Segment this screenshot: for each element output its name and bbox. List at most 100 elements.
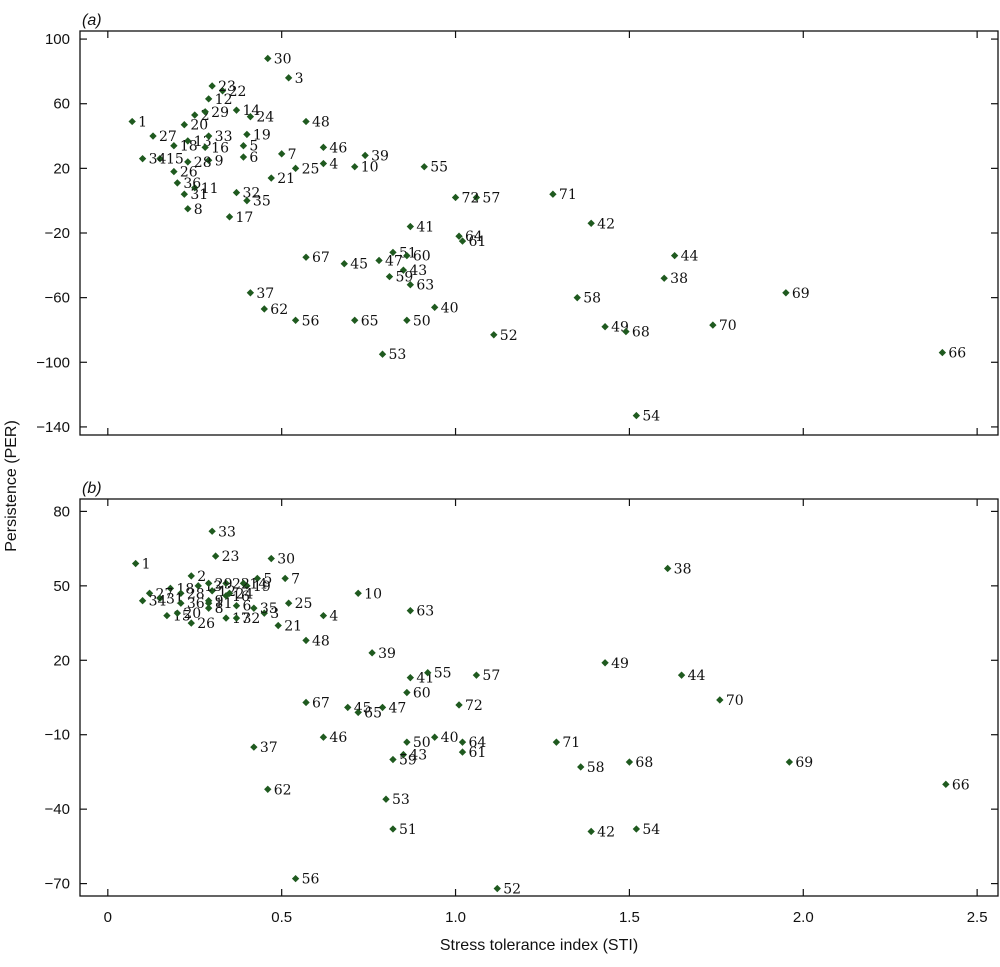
y-tick-label: −10	[45, 727, 70, 744]
point-marker-45	[340, 260, 348, 268]
point-marker-50	[403, 738, 411, 746]
point-marker-58	[573, 293, 581, 302]
point-label-64: 64	[465, 229, 483, 245]
point-marker-39	[368, 649, 376, 657]
point-label-52: 52	[500, 328, 518, 344]
point-label-72: 72	[462, 190, 480, 206]
point-marker-8	[184, 205, 192, 213]
point-label-27: 27	[159, 129, 177, 145]
point-label-40: 40	[441, 730, 459, 746]
point-marker-24	[246, 112, 255, 121]
point-label-71: 71	[559, 187, 577, 203]
point-marker-2	[187, 572, 195, 580]
point-label-4: 4	[329, 609, 338, 625]
y-tick-label: 80	[53, 503, 70, 520]
point-marker-50	[403, 316, 411, 324]
point-marker-32	[232, 188, 241, 197]
point-label-31: 31	[190, 187, 208, 203]
panel-label: (a)	[82, 12, 102, 29]
y-tick-label: −60	[45, 290, 70, 307]
y-tick-label: 20	[53, 160, 70, 177]
point-marker-72	[455, 701, 463, 709]
point-label-55: 55	[434, 666, 452, 682]
point-label-37: 37	[256, 286, 274, 302]
point-label-23: 23	[222, 549, 240, 565]
point-label-50: 50	[413, 313, 431, 329]
point-label-54: 54	[642, 409, 660, 425]
point-label-10: 10	[364, 586, 382, 602]
point-marker-26	[170, 167, 178, 176]
point-marker-70	[716, 696, 724, 704]
point-marker-57	[472, 671, 481, 679]
point-marker-25	[291, 164, 300, 173]
point-marker-16	[201, 143, 209, 152]
point-label-1: 1	[138, 114, 147, 130]
point-marker-11	[204, 599, 213, 607]
point-label-33: 33	[218, 524, 236, 540]
point-label-7: 7	[288, 147, 297, 163]
point-label-57: 57	[482, 668, 500, 684]
point-label-35: 35	[253, 194, 271, 210]
point-label-56: 56	[302, 313, 320, 329]
point-marker-3	[284, 74, 293, 82]
point-marker-29	[204, 579, 213, 588]
point-marker-5	[253, 574, 262, 583]
point-marker-51	[389, 825, 397, 833]
point-label-70: 70	[726, 693, 744, 709]
point-marker-30	[267, 554, 275, 563]
point-label-10: 10	[361, 160, 379, 176]
point-marker-4	[319, 159, 328, 168]
panel-label: (b)	[82, 480, 102, 497]
point-label-58: 58	[587, 760, 605, 776]
point-marker-49	[601, 323, 609, 331]
point-marker-19	[243, 582, 251, 590]
point-marker-55	[420, 163, 428, 171]
point-label-65: 65	[361, 313, 379, 329]
point-marker-68	[622, 327, 630, 336]
point-marker-53	[382, 795, 390, 803]
point-marker-45	[344, 703, 352, 712]
point-marker-3	[260, 609, 268, 617]
point-label-59: 59	[399, 753, 417, 769]
point-label-12: 12	[215, 92, 233, 108]
point-label-28: 28	[194, 155, 212, 171]
point-marker-41	[406, 222, 415, 231]
point-marker-5	[239, 142, 248, 150]
point-label-53: 53	[389, 347, 407, 363]
point-marker-64	[458, 738, 467, 746]
point-marker-70	[709, 321, 717, 329]
point-label-56: 56	[302, 872, 320, 888]
point-label-2: 2	[197, 569, 206, 585]
point-marker-62	[264, 785, 272, 793]
point-marker-18	[166, 584, 175, 593]
point-marker-44	[677, 671, 686, 679]
x-tick-label: 0.5	[271, 909, 292, 926]
y-tick-label: −140	[36, 419, 70, 436]
point-label-19: 19	[253, 579, 271, 595]
point-label-33: 33	[215, 129, 233, 145]
point-marker-62	[260, 305, 268, 313]
point-marker-60	[403, 688, 411, 697]
point-marker-58	[577, 763, 585, 771]
point-label-22: 22	[229, 84, 247, 100]
point-label-6: 6	[249, 150, 258, 166]
point-marker-59	[385, 272, 394, 281]
point-marker-27	[149, 132, 157, 140]
point-marker-40	[431, 733, 439, 741]
point-label-58: 58	[583, 291, 601, 307]
point-marker-44	[670, 251, 679, 260]
point-label-21: 21	[284, 619, 302, 635]
point-marker-47	[375, 256, 383, 265]
point-marker-7	[281, 574, 289, 583]
point-marker-38	[663, 564, 672, 573]
point-label-48: 48	[312, 633, 330, 649]
y-tick-label: −40	[45, 801, 70, 818]
point-marker-42	[587, 219, 595, 227]
point-label-34: 34	[149, 594, 167, 610]
point-marker-63	[406, 281, 415, 289]
point-label-64: 64	[469, 735, 487, 751]
point-label-47: 47	[385, 253, 403, 269]
point-label-14: 14	[249, 576, 267, 592]
point-marker-25	[284, 599, 293, 607]
